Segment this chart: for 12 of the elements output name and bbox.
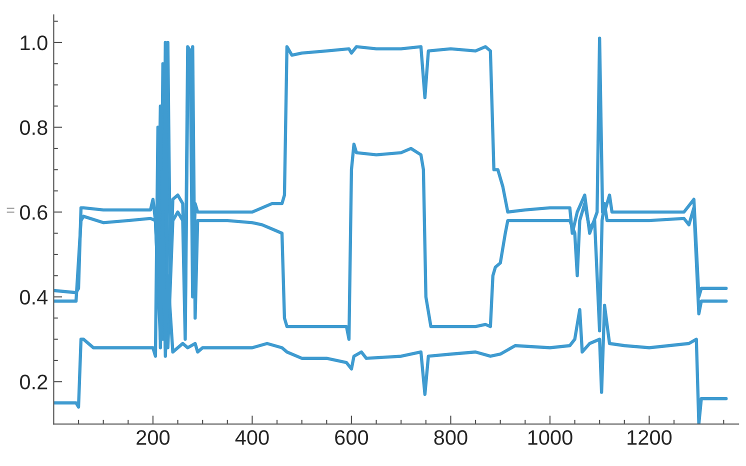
y-tick-label: 0.2 <box>20 374 48 390</box>
x-tick-label: 400 <box>235 430 269 445</box>
y-tick-label: 0.8 <box>20 120 48 136</box>
y-tick-label: 1.0 <box>20 35 48 50</box>
x-tick-label: 800 <box>434 430 468 445</box>
y-tick-label: 0.4 <box>20 290 48 305</box>
y-tick-label: 0.6 <box>20 205 48 220</box>
x-tick-label: 1200 <box>628 430 672 445</box>
x-tick-label: 600 <box>335 430 368 445</box>
y-axis-title: = <box>6 208 14 213</box>
x-tick-label: 1000 <box>528 430 572 445</box>
x-tick-label: 200 <box>136 430 170 445</box>
